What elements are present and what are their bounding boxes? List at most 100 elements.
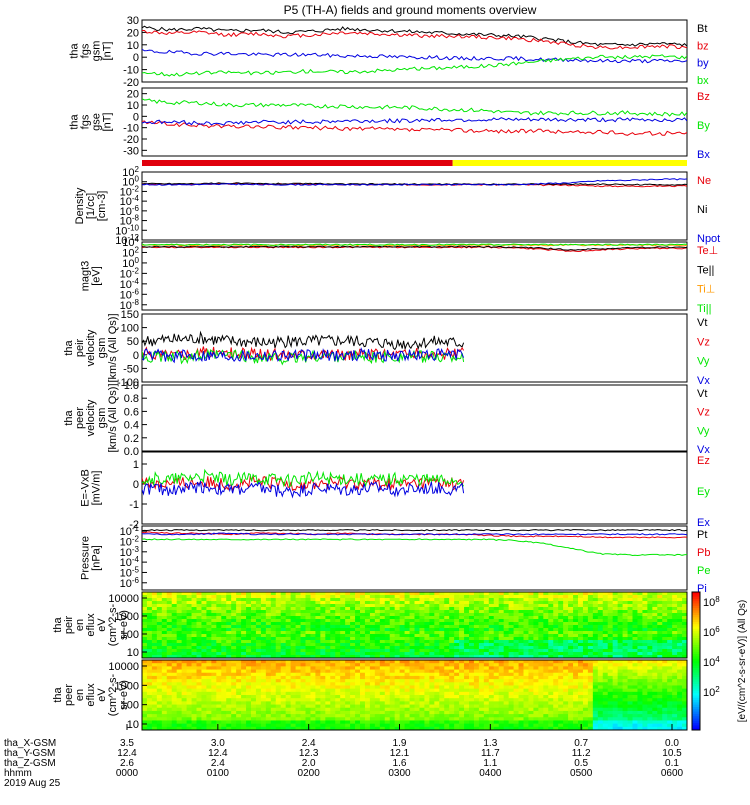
ytick-label: 10 — [127, 40, 139, 52]
panel-peer-velocity: thapeervelocitygsm[km/s (All Qs)]1.00.80… — [63, 380, 710, 458]
panel-peir-velocity: thapeirvelocitygsm[km/s (All Qs)]150 1005… — [63, 309, 710, 389]
colorbar-label: [eV/(cm^2-s-sr-eV)] (All Qs) — [737, 600, 748, 722]
xaxis-tick-value: 0500 — [570, 768, 593, 779]
panel-peir-spectrogram: thapeirenefluxeV(cm^2-s-sr-eV)10000 1000 1… — [52, 592, 687, 659]
ytick-label: 1.0 — [124, 380, 139, 392]
plot-title: P5 (TH-A) fields and ground moments over… — [284, 3, 537, 17]
ytick-label: -50 — [123, 363, 139, 375]
legend-Bz: Bz — [697, 91, 710, 103]
legend-Vt: Vt — [697, 388, 707, 400]
ytick-label: 0 — [133, 479, 139, 491]
ytick-label: 0.8 — [124, 393, 139, 405]
ytick-label: 100 — [121, 323, 139, 335]
panel-frame — [142, 172, 687, 240]
ytick-label: 30 — [127, 15, 139, 27]
ytick-label: 100 — [121, 700, 139, 712]
panel-frame — [142, 526, 687, 590]
legend-Vt: Vt — [697, 317, 707, 329]
legend-Ez: Ez — [697, 455, 710, 467]
legend-by: by — [697, 58, 709, 70]
legend-bx: bx — [697, 75, 709, 87]
ytick-label: 1000 — [115, 680, 139, 692]
xaxis-tick-value: 0300 — [388, 768, 411, 779]
colorbar-tick-label: 102 — [703, 685, 720, 699]
panel-ylabel: E=-VxB[mV/m] — [80, 469, 103, 507]
panel-ylabel: magt3[eV] — [80, 261, 103, 292]
colorbar: 108 106 104 102 [eV/(cm^2-s-sr-eV)] (All Qs) — [692, 592, 748, 731]
ytick-label: -30 — [123, 145, 139, 157]
ytick-label: 100 — [121, 629, 139, 641]
panel-peer-spectrogram: thapeerenefluxeV(cm^2-s-sr-eV)1000010001… — [52, 660, 687, 731]
mode-bar-red — [142, 160, 453, 166]
legend-Ni: Ni — [697, 204, 707, 216]
legend-Vy: Vy — [697, 356, 710, 368]
legend-Vz: Vz — [697, 336, 710, 348]
legend-Vx: Vx — [697, 375, 710, 387]
xaxis-tick-value: 0100 — [207, 768, 230, 779]
legend-Npot: Npot — [697, 233, 720, 245]
date-label: 2019 Aug 25 — [4, 778, 61, 789]
legend-Ti⊥: Ti⊥ — [697, 284, 715, 296]
panel-ylabel: thafgsgsm[nT] — [69, 41, 114, 62]
legend-Te⊥: Te⊥ — [697, 245, 718, 257]
ytick-label: 150 — [121, 309, 139, 321]
ytick-label: -10 — [123, 65, 139, 77]
ytick-label: -1 — [129, 499, 139, 511]
ytick-label: 0.6 — [124, 406, 139, 418]
colorbar-tick-label: 104 — [703, 655, 720, 669]
ytick-label: 10000 — [108, 593, 139, 605]
panel-ylabel: thapeervelocitygsm[km/s (All Qs)] — [63, 383, 119, 452]
ytick-label: 0.4 — [124, 420, 139, 432]
xaxis-tick-value: 0400 — [479, 768, 502, 779]
panel-ylabel: thapeirvelocitygsm[km/s (All Qs)] — [63, 313, 119, 382]
ytick-label: -10 — [123, 123, 139, 135]
xaxis-tick-value: 0200 — [298, 768, 321, 779]
panel-pressure: Pressure[nPa]10-110-210-310-410-510-6PtP… — [80, 524, 711, 595]
legend-bz: bz — [697, 40, 709, 52]
legend-Vz: Vz — [697, 407, 710, 419]
ytick-label: 10 — [127, 100, 139, 112]
ytick-label: 0 — [133, 350, 139, 362]
ytick-label: 0.0 — [124, 446, 139, 458]
legend-Pb: Pb — [697, 547, 710, 559]
ytick-label: -20 — [123, 77, 139, 89]
legend-Te||: Te|| — [697, 264, 714, 276]
ytick-label: 1000 — [115, 611, 139, 623]
ytick-label: 0.2 — [124, 433, 139, 445]
legend-Ti||: Ti|| — [697, 303, 711, 315]
ytick-label: 0 — [133, 111, 139, 123]
colorbar-tick-label: 108 — [703, 595, 720, 609]
panel-frame — [142, 242, 687, 310]
panel-temperature: magt3[eV]10410210010-210-410-610-8Te⊥Te|… — [80, 235, 719, 315]
panel-ylabel: thafgsgse[nT] — [69, 113, 114, 132]
spectrogram-image — [142, 592, 687, 658]
legend-Ne: Ne — [697, 175, 711, 187]
ytick-label: 10000 — [108, 661, 139, 673]
legend-Pe: Pe — [697, 565, 710, 577]
ytick-label: 10 — [127, 719, 139, 731]
panel-density: Density[1/cc][cm-3]10210010-210-410-610-… — [74, 165, 720, 247]
legend-By: By — [697, 120, 710, 132]
panel-frame — [142, 385, 687, 451]
legend-Bx: Bx — [697, 149, 710, 161]
ytick-label: 20 — [127, 27, 139, 39]
ytick-label: 1 — [133, 459, 139, 471]
legend-Ey: Ey — [697, 486, 710, 498]
xaxis-tick-value: 0600 — [661, 768, 684, 779]
colorbar-tick-label: 106 — [703, 625, 720, 639]
panel-frame — [142, 314, 687, 382]
panel-ylabel: thapeirenefluxeV(cm^2-s-sr-eV) — [52, 603, 130, 646]
mode-bar-yellow — [453, 160, 687, 166]
plot-panels: thafgsgsm[nT]3020100-10-20Btbzbybxthafgs… — [52, 15, 720, 731]
legend-Vy: Vy — [697, 425, 710, 437]
panel-ylabel: Density[1/cc][cm-3] — [74, 187, 108, 224]
legend-Ex: Ex — [697, 517, 710, 529]
spectrogram-image — [142, 660, 687, 730]
ytick-label: 50 — [127, 336, 139, 348]
